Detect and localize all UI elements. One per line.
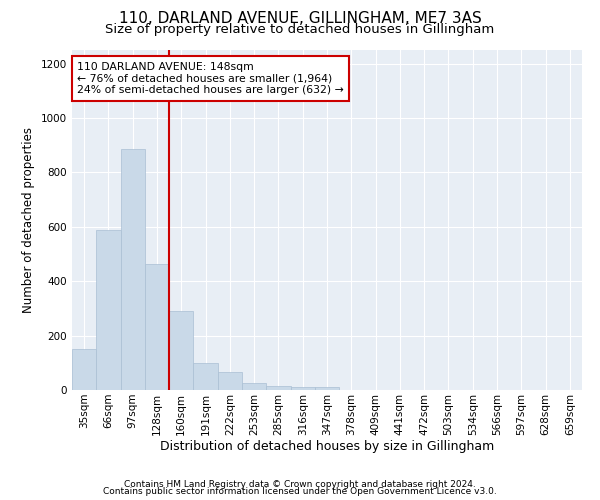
Bar (218, 372, 242, 390)
Bar (72, 349, 96, 390)
X-axis label: Distribution of detached houses by size in Gillingham: Distribution of detached houses by size … (160, 440, 494, 454)
Bar (121, 150, 145, 390)
Y-axis label: Number of detached properties: Number of detached properties (22, 127, 35, 313)
Bar (290, 388, 315, 390)
Bar (145, 264, 169, 390)
Text: Size of property relative to detached houses in Gillingham: Size of property relative to detached ho… (106, 22, 494, 36)
Text: Contains public sector information licensed under the Open Government Licence v3: Contains public sector information licen… (103, 487, 497, 496)
Bar (96, 230, 121, 390)
Text: 110 DARLAND AVENUE: 148sqm
← 76% of detached houses are smaller (1,964)
24% of s: 110 DARLAND AVENUE: 148sqm ← 76% of deta… (77, 62, 344, 95)
Text: 110, DARLAND AVENUE, GILLINGHAM, ME7 3AS: 110, DARLAND AVENUE, GILLINGHAM, ME7 3AS (119, 11, 481, 26)
Bar (193, 363, 218, 390)
Bar (266, 386, 290, 390)
Bar (242, 383, 266, 390)
Bar (169, 311, 193, 390)
Bar (315, 388, 339, 390)
Text: Contains HM Land Registry data © Crown copyright and database right 2024.: Contains HM Land Registry data © Crown c… (124, 480, 476, 489)
